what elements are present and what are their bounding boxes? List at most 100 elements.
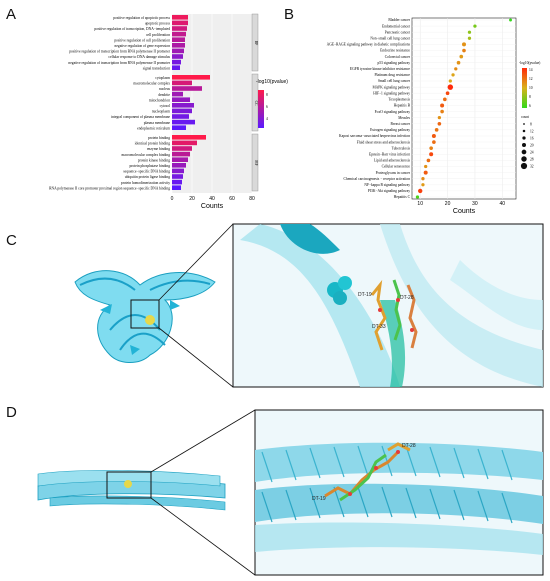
chart-a-x-tick-label: 60 xyxy=(229,196,235,202)
chart-b-category-label: Lipid and atherosclerosis xyxy=(374,159,411,163)
chart-a-legend-tick: 8 xyxy=(266,93,268,97)
chart-b-point xyxy=(418,188,423,194)
chart-b-color-tick: 6 xyxy=(529,104,531,108)
chart-b-size-legend-dot xyxy=(521,156,527,162)
chart-a-bar xyxy=(172,48,184,54)
chart-a-category-labels: positive regulation of apoptotic process… xyxy=(49,16,171,190)
chart-a-bar xyxy=(172,179,182,185)
panel-c-zoom-box xyxy=(130,299,160,329)
chart-a-category-label: positive regulation of transcription fro… xyxy=(69,50,171,54)
chart-a-category-label: positive regulation of apoptotic process xyxy=(113,16,170,20)
chart-b-x-tick-label: 20 xyxy=(445,201,451,207)
chart-a-category-label: RNA polymerase II core promoter proximal… xyxy=(49,186,170,190)
chart-a-bar xyxy=(172,43,185,48)
chart-b-size-legend-label: 8 xyxy=(530,122,532,126)
chart-a-category-label: nucleoplasm xyxy=(152,110,170,114)
chart-a-bar xyxy=(172,151,190,157)
chart-b-size-legend-dot xyxy=(522,136,526,140)
panel-c-ligand-label-1: DT-19 xyxy=(358,292,372,298)
chart-a-legend-ticks: 8 6 4 xyxy=(266,93,268,121)
chart-b-x-tick-label: 40 xyxy=(500,201,506,207)
panel-c-ligand-label-3: DT-33 xyxy=(372,324,386,330)
panel-d-ligand-label-1: DT-19 xyxy=(312,496,326,502)
chart-b-point xyxy=(451,73,455,77)
chart-a-bar xyxy=(172,20,188,26)
chart-a-bar xyxy=(172,97,190,102)
chart-b-category-label: Proteoglycans in cancer xyxy=(376,171,411,175)
chart-b-category-label: PI3K−Akt signaling pathway xyxy=(368,189,410,193)
panel-d-protein-overview xyxy=(37,470,226,511)
chart-a-bar xyxy=(172,163,186,168)
chart-a-category-label: identical protein binding xyxy=(135,142,171,146)
panel-letter-d: D xyxy=(6,404,17,421)
chart-b-point xyxy=(454,67,458,71)
chart-b-point xyxy=(467,36,472,40)
panel-d-ligand-spot xyxy=(124,480,132,488)
chart-b-size-legend-dot xyxy=(520,162,528,170)
chart-a-group-label: CC xyxy=(254,101,258,106)
chart-b-category-label: HIF−1 signaling pathway xyxy=(373,91,410,95)
chart-a-group-strip xyxy=(251,133,259,192)
chart-a-category-label: protein binding xyxy=(148,136,170,140)
chart-a-category-label: cell proliferation xyxy=(146,33,170,37)
chart-b-color-tick: 12 xyxy=(529,77,533,81)
chart-b-size-legend-dot xyxy=(523,123,525,125)
chart-a-category-label: negative regulation of gene expression xyxy=(115,44,171,48)
chart-a-bar xyxy=(172,174,183,179)
chart-b-category-label: Endometrial cancer xyxy=(382,24,411,28)
chart-b-category-label: EGFR tyrosine kinase inhibitor resistanc… xyxy=(350,67,410,71)
panel-d-zoom-line-bottom xyxy=(150,497,256,576)
chart-b-category-label: FoxO signaling pathway xyxy=(375,110,411,114)
chart-b-category-label: Platinum drug resistance xyxy=(374,73,410,77)
chart-b-category-label: Chemical carcinogenesis − receptor activ… xyxy=(344,177,411,181)
panel-c-ligand-label-2: DT-28 xyxy=(400,295,414,301)
chart-a-x-axis-label: Counts xyxy=(201,203,224,210)
chart-b-category-label: Hepatitis C xyxy=(394,195,411,199)
chart-b-x-ticks: 10 20 30 40 xyxy=(417,201,505,207)
chart-b-category-label: Pancreatic cancer xyxy=(385,30,411,34)
chart-b-points xyxy=(415,18,512,199)
chart-b-color-ticks: 14 12 10 8 6 xyxy=(529,68,533,108)
chart-b-category-label: Hepatitis B xyxy=(394,104,411,108)
chart-a-bar xyxy=(172,86,202,91)
chart-a-x-tick-label: 20 xyxy=(189,196,195,202)
chart-b-category-label: p53 signaling pathway xyxy=(377,61,410,65)
chart-b-category-label: Cellular senescence xyxy=(382,165,411,169)
chart-a-bar xyxy=(172,135,206,140)
chart-b-colorbar xyxy=(522,68,527,108)
chart-b-size-legend-label: 24 xyxy=(530,150,534,154)
chart-a-bar xyxy=(172,114,189,119)
chart-b-point xyxy=(421,177,425,181)
chart-a-x-tick-label: 40 xyxy=(209,196,215,202)
chart-a-bar xyxy=(172,168,184,174)
chart-a-bar xyxy=(172,103,194,108)
chart-b-size-legend-title: count xyxy=(521,115,529,119)
chart-b-category-label: Breast cancer xyxy=(391,122,411,126)
chart-b-category-label: AGE−RAGE signaling pathway in diabetic c… xyxy=(327,43,411,47)
chart-a-category-label: cytosol xyxy=(160,104,170,108)
chart-a-category-label: negative regulation of transcription fro… xyxy=(68,61,170,65)
chart-a-bar xyxy=(172,65,180,70)
chart-b-category-labels: Bladder cancer Endometrial cancer Pancreat… xyxy=(327,18,411,199)
chart-a-bar xyxy=(172,54,183,59)
panel-d-zoom-box xyxy=(106,471,152,499)
chart-a-category-label: macromolecular complex xyxy=(133,82,170,86)
chart-a-category-label: protein kinase binding xyxy=(138,158,170,162)
chart-b-point xyxy=(424,164,428,169)
panel-letter-b: B xyxy=(284,6,295,23)
chart-a-category-label: sequence−specific DNA binding xyxy=(123,170,170,174)
chart-b-color-legend-title: -log10(pvalue) xyxy=(519,61,541,65)
chart-b-x-tick-label: 30 xyxy=(472,201,478,207)
chart-a-category-label: positive regulation of transcription, DN… xyxy=(94,27,170,32)
chart-b-category-label: NF−kappa B signaling pathway xyxy=(364,183,410,187)
chart-b-size-legend-label: 32 xyxy=(530,164,534,168)
chart-b-point xyxy=(440,103,445,108)
chart-b-point xyxy=(509,18,512,22)
chart-a-category-label: protein phosphatase binding xyxy=(129,164,170,168)
chart-a-bar xyxy=(172,140,197,146)
chart-b-category-label: Epstein−Barr virus infection xyxy=(369,152,410,156)
chart-a-bar xyxy=(172,37,185,42)
chart-a-category-label: endoplasmic reticulum xyxy=(137,126,170,130)
chart-a-category-label: cytoplasm xyxy=(155,76,170,80)
